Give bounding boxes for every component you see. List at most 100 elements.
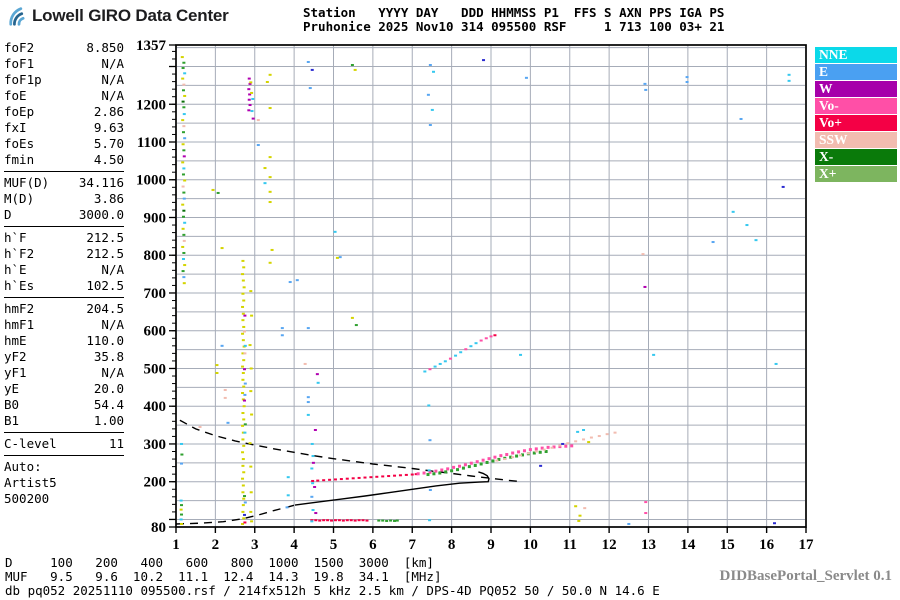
noise-dot bbox=[310, 467, 314, 470]
noise-dot bbox=[306, 396, 310, 399]
noise-dot bbox=[181, 270, 185, 273]
param-label: M(D) bbox=[4, 191, 35, 206]
noise-dot bbox=[248, 442, 252, 445]
noise-dot bbox=[493, 334, 497, 337]
noise-dot bbox=[268, 261, 272, 264]
legend-item-x: X- bbox=[815, 149, 897, 165]
trace-dot-Es-trace-X bbox=[385, 519, 389, 522]
param-row-hme: hmE 110.0 bbox=[4, 333, 124, 349]
noise-dot bbox=[183, 94, 187, 97]
noise-dot bbox=[308, 87, 312, 90]
trace-dot-F-trace-SSW bbox=[613, 431, 617, 434]
noise-dot bbox=[182, 276, 186, 279]
trace-dot-F-trace-SSW bbox=[542, 448, 546, 451]
noise-dot bbox=[241, 504, 245, 507]
param-label: D bbox=[4, 207, 12, 222]
noise-dot bbox=[182, 155, 186, 158]
param-row-fof1: foF1 N/A bbox=[4, 56, 124, 72]
noise-dot bbox=[711, 241, 715, 244]
noise-dot bbox=[242, 517, 246, 520]
noise-dot bbox=[313, 485, 317, 488]
noise-dot bbox=[179, 499, 183, 502]
noise-dot bbox=[454, 354, 458, 357]
noise-dot bbox=[773, 522, 776, 525]
noise-dot bbox=[306, 327, 310, 330]
noise-dot bbox=[223, 396, 227, 399]
noise-dot bbox=[432, 70, 436, 73]
noise-dot bbox=[226, 421, 230, 424]
noise-dot bbox=[484, 337, 488, 340]
noise-dot bbox=[241, 279, 245, 282]
trace-dot-F-trace-SSW bbox=[526, 452, 530, 455]
param-row-ye: yE 20.0 bbox=[4, 381, 124, 397]
trace-dot-F-trace-Vo+ bbox=[375, 475, 379, 478]
noise-dot bbox=[643, 285, 647, 288]
y-tick-label: 800 bbox=[144, 248, 167, 264]
noise-dot bbox=[288, 281, 292, 284]
noise-dot bbox=[182, 61, 186, 64]
noise-dot bbox=[181, 161, 185, 164]
trace-dot-F-trace-SSW bbox=[574, 440, 578, 443]
noise-dot bbox=[241, 412, 245, 415]
trace-dot-F-trace-Vo- bbox=[469, 461, 473, 465]
noise-dot bbox=[182, 113, 186, 116]
muf-table: D 100 200 400 600 800 1000 1500 3000 [km… bbox=[5, 556, 442, 583]
noise-dot bbox=[243, 330, 247, 333]
noise-dot bbox=[644, 501, 648, 504]
noise-dot bbox=[220, 344, 224, 347]
param-value: N/A bbox=[101, 72, 124, 87]
noise-dot bbox=[242, 471, 246, 474]
noise-dot bbox=[242, 325, 246, 328]
noise-dot bbox=[539, 464, 543, 467]
noise-dot bbox=[183, 179, 187, 182]
noise-dot bbox=[428, 124, 432, 127]
noise-dot bbox=[433, 365, 437, 368]
profile-curve-solid bbox=[294, 471, 490, 506]
param-label: MUF(D) bbox=[4, 175, 50, 190]
trace-dot-Es-trace-X bbox=[393, 519, 397, 522]
noise-dot bbox=[427, 404, 431, 407]
y-tick-label: 500 bbox=[144, 361, 167, 377]
trace-dot-F-trace-Vo- bbox=[481, 458, 485, 462]
noise-dot bbox=[310, 520, 314, 523]
param-label: yF2 bbox=[4, 349, 27, 364]
param-value: N/A bbox=[101, 317, 124, 332]
y-tick-label: 1200 bbox=[136, 97, 166, 113]
trace-dot-F-trace-X- bbox=[438, 471, 442, 475]
noise-dot bbox=[787, 73, 791, 76]
noise-dot bbox=[249, 290, 253, 293]
trace-dot-Es-trace-O bbox=[318, 519, 322, 522]
noise-dot bbox=[182, 239, 186, 242]
trace-dot-F-trace-Vo- bbox=[499, 454, 503, 458]
noise-dot bbox=[314, 512, 318, 515]
noise-dot bbox=[242, 299, 246, 302]
trace-dot-F-trace-Vo+ bbox=[363, 476, 367, 479]
trace-dot-F-trace-SSW bbox=[534, 450, 538, 453]
noise-dot bbox=[459, 351, 463, 354]
logo-title: Lowell GIRO Data Center bbox=[32, 6, 229, 25]
noise-dot bbox=[643, 82, 647, 85]
param-label: hmE bbox=[4, 333, 27, 348]
x-tick-label: 4 bbox=[290, 537, 298, 553]
noise-dot bbox=[241, 477, 245, 480]
muf-table-muf-row: MUF 9.5 9.6 10.2 11.1 12.4 14.3 19.8 34.… bbox=[5, 568, 442, 584]
noise-dot bbox=[180, 522, 184, 525]
noise-dot bbox=[576, 430, 580, 433]
param-value: 35.8 bbox=[93, 349, 124, 364]
param-label: h`F2 bbox=[4, 246, 35, 261]
noise-dot bbox=[243, 513, 247, 516]
noise-dot bbox=[578, 514, 582, 517]
noise-dot bbox=[243, 521, 247, 524]
y-tick-label: 300 bbox=[144, 437, 167, 453]
noise-dot bbox=[181, 77, 185, 80]
noise-dot bbox=[180, 462, 184, 465]
status-line: db pq052 20251110 095500.rsf / 214fx512h… bbox=[5, 583, 660, 598]
trace-dot-F-trace-X- bbox=[473, 463, 477, 467]
param-label: foF1p bbox=[4, 72, 42, 87]
param-row-yf2: yF2 35.8 bbox=[4, 349, 124, 365]
noise-dot bbox=[250, 110, 254, 113]
param-row-hf: h`F 212.5 bbox=[4, 230, 124, 246]
trace-dot-F-trace-Vo+ bbox=[311, 479, 315, 482]
noise-dot bbox=[182, 191, 186, 194]
param-row-md: M(D) 3.86 bbox=[4, 191, 124, 207]
